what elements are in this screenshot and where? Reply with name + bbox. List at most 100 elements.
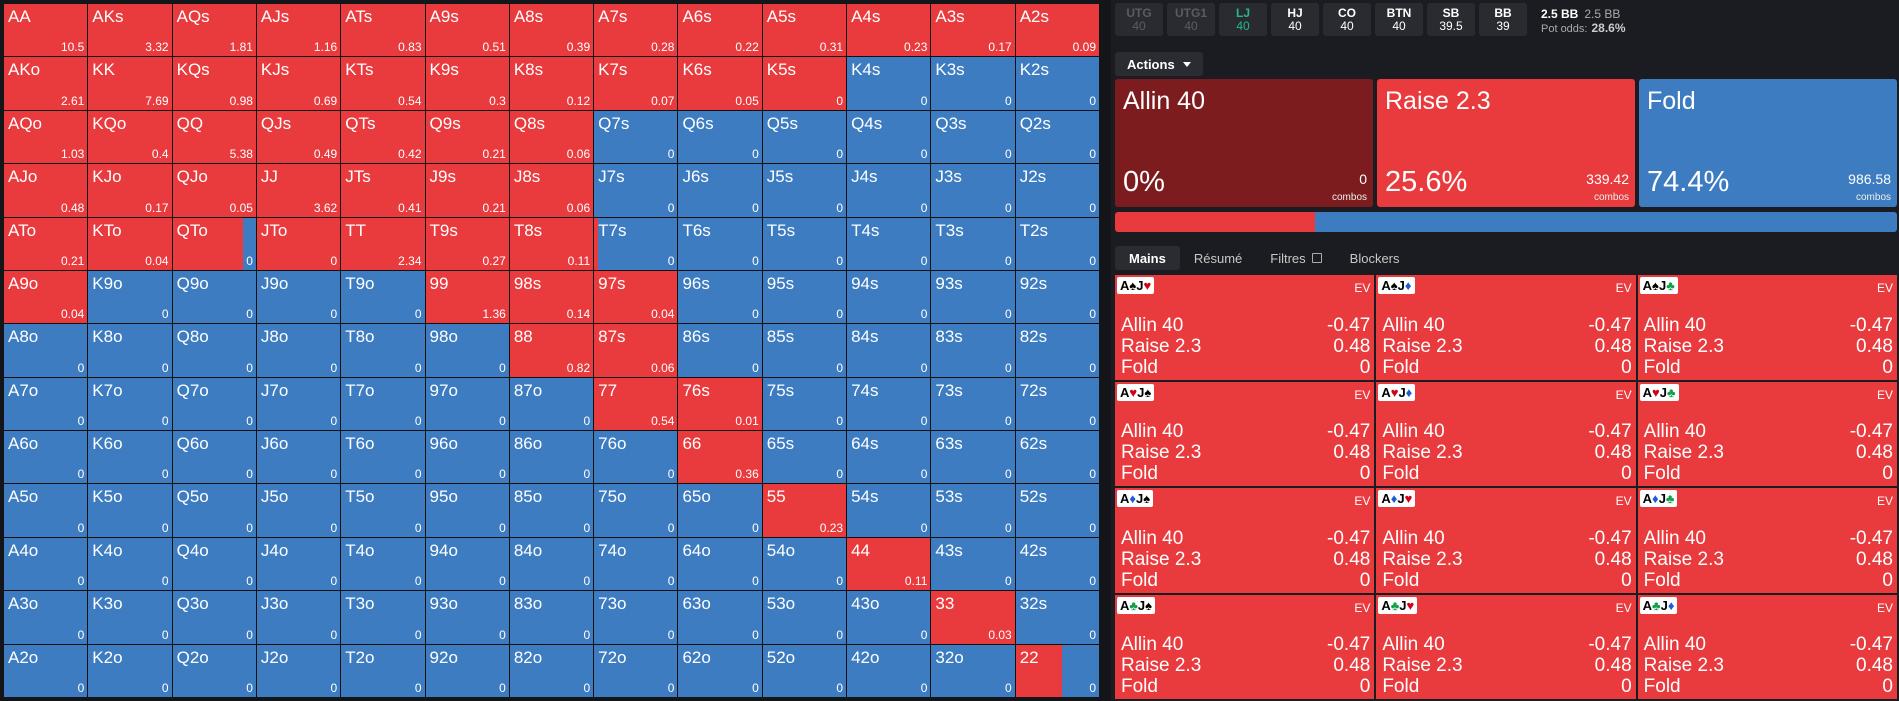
hand-cell[interactable]: 86s 0 [678, 324, 762, 377]
hand-cell[interactable]: T8s 0.11 [509, 217, 594, 270]
hand-cell[interactable]: AKs 3.32 [88, 4, 172, 57]
hand-cell[interactable]: A6s 0.22 [678, 4, 762, 57]
hand-cell[interactable]: AJo 0.48 [4, 164, 88, 217]
hand-cell[interactable]: KQo 0.4 [88, 110, 172, 164]
hand-cell[interactable]: 87s 0.06 [594, 324, 678, 377]
hand-cell[interactable]: J8s 0.06 [509, 164, 594, 217]
hand-cell[interactable]: K5s 0 [762, 57, 847, 110]
hand-cell[interactable]: 73s 0 [931, 377, 1015, 431]
hand-cell[interactable]: 42s 0 [1015, 537, 1099, 591]
hand-cell[interactable]: 84s 0 [847, 324, 931, 377]
hand-cell[interactable]: J3o 0 [256, 591, 341, 644]
hand-cell[interactable]: K6o 0 [88, 431, 172, 484]
hand-cell[interactable]: 76o 0 [594, 431, 678, 484]
hand-cell[interactable]: K3o 0 [88, 591, 172, 644]
hand-cell[interactable]: ATo 0.21 [4, 217, 88, 270]
hand-cell[interactable]: 98o 0 [425, 324, 509, 377]
hand-cell[interactable]: Q9o 0 [172, 270, 256, 324]
hand-cell[interactable]: K2o 0 [88, 644, 172, 697]
position-utg1[interactable]: UTG1 40 [1167, 3, 1215, 36]
hand-cell[interactable]: 73o 0 [594, 591, 678, 644]
hand-cell[interactable]: 65o 0 [678, 484, 762, 537]
hand-cell[interactable]: 55 0.23 [762, 484, 847, 537]
combo-card[interactable]: A ♠ J ♣ EV Allin 40 -0.47 Raise 2.3 0.48 Fold 0 [1637, 275, 1897, 380]
position-bb[interactable]: BB 39 [1479, 3, 1527, 36]
hand-cell[interactable]: A7o 0 [4, 377, 88, 431]
hand-cell[interactable]: J7s 0 [594, 164, 678, 217]
hand-cell[interactable]: Q2o 0 [172, 644, 256, 697]
hand-cell[interactable]: 95s 0 [762, 270, 847, 324]
hand-cell[interactable]: 93o 0 [425, 591, 509, 644]
hand-cell[interactable]: T2o 0 [341, 644, 425, 697]
hand-cell[interactable]: 75s 0 [762, 377, 847, 431]
hand-cell[interactable]: Q3o 0 [172, 591, 256, 644]
hand-cell[interactable]: T6s 0 [678, 217, 762, 270]
hand-cell[interactable]: A5s 0.31 [762, 4, 847, 57]
hand-cell[interactable]: K6s 0.05 [678, 57, 762, 110]
hand-cell[interactable]: 76s 0.01 [678, 377, 762, 431]
hand-cell[interactable]: A4s 0.23 [847, 4, 931, 57]
hand-cell[interactable]: QQ 5.38 [172, 110, 256, 164]
hand-cell[interactable]: 96s 0 [678, 270, 762, 324]
hand-cell[interactable]: Q5s 0 [762, 110, 847, 164]
hand-cell[interactable]: Q7s 0 [594, 110, 678, 164]
hand-cell[interactable]: 77 0.54 [594, 377, 678, 431]
hand-cell[interactable]: Q2s 0 [1015, 110, 1099, 164]
hand-cell[interactable]: 86o 0 [509, 431, 594, 484]
hand-cell[interactable]: J2o 0 [256, 644, 341, 697]
hand-cell[interactable]: J6o 0 [256, 431, 341, 484]
hand-cell[interactable]: 64s 0 [847, 431, 931, 484]
hand-cell[interactable]: J2s 0 [1015, 164, 1099, 217]
hand-cell[interactable]: J9o 0 [256, 270, 341, 324]
hand-cell[interactable]: T9o 0 [341, 270, 425, 324]
hand-cell[interactable]: 88 0.82 [509, 324, 594, 377]
hand-cell[interactable]: AQo 1.03 [4, 110, 88, 164]
hand-cell[interactable]: Q4o 0 [172, 537, 256, 591]
hand-cell[interactable]: K2s 0 [1015, 57, 1099, 110]
hand-cell[interactable]: KJo 0.17 [88, 164, 172, 217]
hand-cell[interactable]: T8o 0 [341, 324, 425, 377]
hand-cell[interactable]: 85s 0 [762, 324, 847, 377]
hand-cell[interactable]: 75o 0 [594, 484, 678, 537]
action-card-raise[interactable]: Raise 2.3 25.6% 339.42 combos [1377, 79, 1635, 207]
hand-cell[interactable]: 95o 0 [425, 484, 509, 537]
combo-card[interactable]: A ♣ J ♠ EV Allin 40 -0.47 Raise 2.3 0.48 Fold 0 [1115, 594, 1375, 699]
position-co[interactable]: CO 40 [1323, 3, 1371, 36]
hand-cell[interactable]: K8o 0 [88, 324, 172, 377]
hand-cell[interactable]: Q4s 0 [847, 110, 931, 164]
hand-cell[interactable]: JJ 3.62 [256, 164, 341, 217]
position-utg[interactable]: UTG 40 [1115, 3, 1163, 36]
hand-cell[interactable]: K8s 0.12 [509, 57, 594, 110]
hand-cell[interactable]: 32s 0 [1015, 591, 1099, 644]
combo-card[interactable]: A ♠ J ♥ EV Allin 40 -0.47 Raise 2.3 0.48 Fold 0 [1115, 275, 1375, 380]
hand-cell[interactable]: AKo 2.61 [4, 57, 88, 110]
hand-cell[interactable]: T7o 0 [341, 377, 425, 431]
hand-cell[interactable]: AA 10.5 [4, 4, 88, 57]
hand-cell[interactable]: 53o 0 [762, 591, 847, 644]
hand-cell[interactable]: K9s 0.3 [425, 57, 509, 110]
position-lj[interactable]: LJ 40 [1219, 3, 1267, 36]
hand-cell[interactable]: KK 7.69 [88, 57, 172, 110]
combo-card[interactable]: A ♥ J ♦ EV Allin 40 -0.47 Raise 2.3 0.48 Fold 0 [1376, 381, 1636, 486]
hand-cell[interactable]: QJs 0.49 [256, 110, 341, 164]
hand-cell[interactable]: 53s 0 [931, 484, 1015, 537]
hand-cell[interactable]: 52s 0 [1015, 484, 1099, 537]
hand-cell[interactable]: 96o 0 [425, 431, 509, 484]
hand-cell[interactable]: A2o 0 [4, 644, 88, 697]
hand-cell[interactable]: K3s 0 [931, 57, 1015, 110]
hand-cell[interactable]: Q8o 0 [172, 324, 256, 377]
hand-cell[interactable]: Q7o 0 [172, 377, 256, 431]
hand-cell[interactable]: 43o 0 [847, 591, 931, 644]
hand-cell[interactable]: A3o 0 [4, 591, 88, 644]
hand-cell[interactable]: QTo 0 [172, 217, 256, 270]
hand-cell[interactable]: A8s 0.39 [509, 4, 594, 57]
hand-cell[interactable]: 99 1.36 [425, 270, 509, 324]
hand-cell[interactable]: J4o 0 [256, 537, 341, 591]
hand-cell[interactable]: Q8s 0.06 [509, 110, 594, 164]
hand-cell[interactable]: T5o 0 [341, 484, 425, 537]
hand-cell[interactable]: AJs 1.16 [256, 4, 341, 57]
hand-cell[interactable]: J4s 0 [847, 164, 931, 217]
hand-cell[interactable]: 98s 0.14 [509, 270, 594, 324]
hand-cell[interactable]: A4o 0 [4, 537, 88, 591]
hand-cell[interactable]: A9o 0.04 [4, 270, 88, 324]
